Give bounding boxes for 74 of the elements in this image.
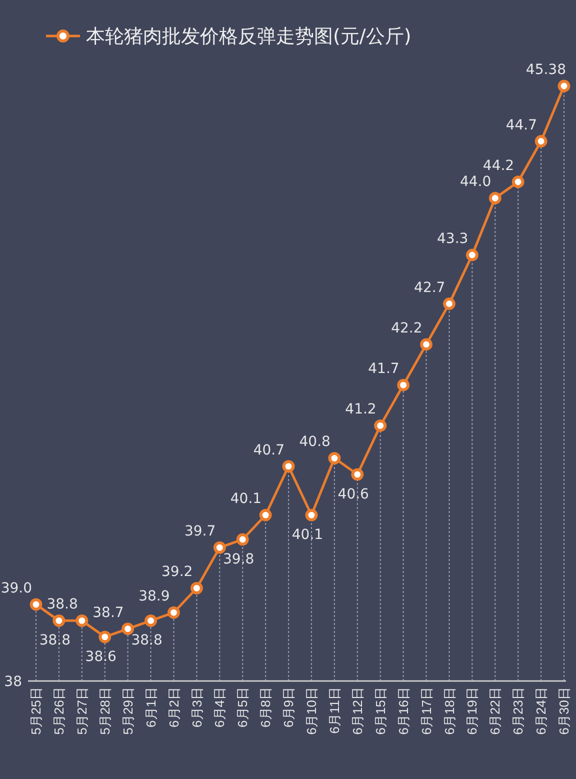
point (122, 622, 134, 636)
x-tick-label: 6月12日 (350, 687, 365, 735)
data-label: 39.7 (184, 524, 216, 540)
data-label: 45.38 (526, 62, 566, 78)
point (30, 598, 42, 611)
x-tick-label: 6月15日 (372, 687, 388, 735)
point (466, 248, 478, 262)
data-label: 40.1 (292, 527, 324, 544)
x-tick-label: 6月16日 (396, 687, 411, 735)
x-tick-label: 6月5日 (235, 687, 250, 728)
data-label: 42.2 (391, 320, 422, 336)
data-label: 38.6 (85, 648, 117, 665)
x-tick-label: 5月25日 (28, 687, 44, 735)
data-label: 41.7 (368, 361, 400, 378)
point (213, 541, 226, 554)
x-tick-label: 6月19日 (464, 687, 480, 735)
x-tick-label: 6月18日 (442, 687, 457, 735)
x-tick-label: 6月24日 (534, 687, 549, 735)
point (512, 176, 524, 188)
data-label: 38.9 (138, 588, 170, 605)
x-tick-label: 6月4日 (212, 687, 228, 728)
x-tick-label: 6月30日 (556, 687, 572, 735)
x-tick-label: 5月27日 (74, 687, 90, 735)
x-tick-label: 5月26日 (52, 687, 67, 735)
x-tick-label: 6月2日 (166, 687, 182, 728)
point (558, 80, 570, 92)
point (190, 582, 203, 594)
x-tick-label: 6月9日 (281, 687, 296, 728)
point (397, 378, 410, 392)
legend-label: 本轮猪肉批发价格反弹走势图(元/公斤) (86, 26, 412, 48)
point (534, 135, 548, 148)
point (442, 298, 456, 310)
point (52, 614, 66, 627)
point (420, 338, 432, 351)
x-tick-label: 6月10日 (304, 687, 320, 735)
point (259, 508, 272, 522)
data-label: 39.8 (223, 551, 254, 568)
x-tick-label: 6月3日 (189, 687, 204, 728)
x-tick-label: 6月17日 (418, 687, 434, 735)
point (328, 452, 341, 464)
x-tick-label: 6月11日 (326, 687, 342, 734)
point (374, 419, 387, 432)
data-label: 38.8 (46, 596, 78, 613)
data-label: 38.7 (92, 604, 124, 621)
point (351, 468, 364, 481)
data-label: 39.2 (162, 564, 193, 580)
data-label: 40.1 (230, 491, 262, 508)
point (236, 533, 249, 546)
data-label: 41.2 (345, 402, 376, 418)
data-label: 44.2 (482, 158, 514, 174)
point (168, 606, 180, 619)
point (488, 192, 502, 204)
data-label: 42.7 (414, 280, 446, 296)
data-label: 44.7 (506, 117, 538, 134)
data-label: 39.0 (0, 580, 32, 596)
x-tick-label: 6月1日 (143, 687, 158, 728)
data-label: 43.3 (437, 231, 468, 248)
data-label: 40.6 (338, 486, 370, 502)
point (282, 460, 295, 472)
point (305, 508, 318, 522)
x-tick-label: 6月23日 (510, 687, 526, 735)
data-label: 40.8 (299, 434, 330, 450)
point (144, 614, 158, 627)
point (76, 614, 88, 627)
x-tick-label: 5月29日 (120, 687, 136, 735)
x-tick-label: 5月28日 (97, 687, 112, 735)
text: 38 (4, 674, 22, 690)
data-label: 40.7 (253, 442, 285, 458)
x-tick-label: 6月22日 (488, 687, 503, 735)
data-label: 44.0 (460, 174, 492, 190)
data-label: 38.8 (131, 632, 162, 649)
x-tick-label: 6月8日 (258, 687, 274, 728)
point (98, 630, 112, 644)
data-label: 38.8 (39, 632, 71, 649)
